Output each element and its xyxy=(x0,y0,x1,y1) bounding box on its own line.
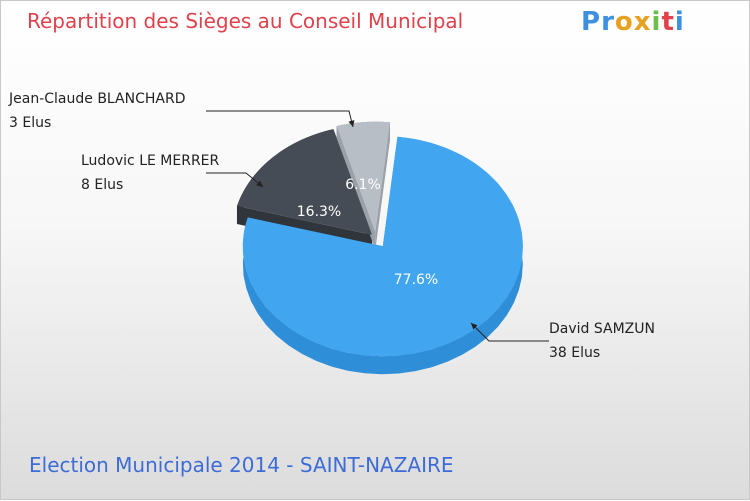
callout-line xyxy=(206,172,264,188)
pie-slice xyxy=(336,121,390,232)
logo-letter: r xyxy=(601,7,615,37)
callout-arrow xyxy=(471,323,478,330)
logo-letter: x xyxy=(633,7,652,37)
slice-percent-label: 16.3% xyxy=(297,204,341,220)
callout-line xyxy=(470,322,549,342)
callout-arrow xyxy=(348,120,355,127)
pie-slice-wall xyxy=(375,122,390,250)
slice-candidate-label: Ludovic LE MERRER xyxy=(81,153,220,169)
logo-letter: t xyxy=(661,7,675,37)
logo-letter: i xyxy=(674,7,685,37)
slice-percent-label: 77.6% xyxy=(394,272,438,288)
logo-letter: P xyxy=(581,7,602,37)
pie-slice xyxy=(242,136,523,357)
slice-percent-label: 6.1% xyxy=(345,177,381,193)
slice-seats-label: 3 Elus xyxy=(9,115,51,131)
callout-line xyxy=(206,110,354,128)
pie-slice xyxy=(236,129,373,235)
slice-seats-label: 8 Elus xyxy=(81,177,123,193)
slice-candidate-label: Jean-Claude BLANCHARD xyxy=(8,91,185,107)
chart-subtitle: Election Municipale 2014 - SAINT-NAZAIRE xyxy=(29,453,454,477)
chart-title: Répartition des Sièges au Conseil Munici… xyxy=(27,9,464,33)
callout-arrow xyxy=(256,180,263,187)
logo-letter: i xyxy=(651,7,662,37)
slice-candidate-label: David SAMZUN xyxy=(549,321,655,337)
proxiti-logo[interactable]: Proxiti xyxy=(581,7,685,37)
logo-letter: o xyxy=(614,7,634,37)
slice-seats-label: 38 Elus xyxy=(549,345,600,361)
